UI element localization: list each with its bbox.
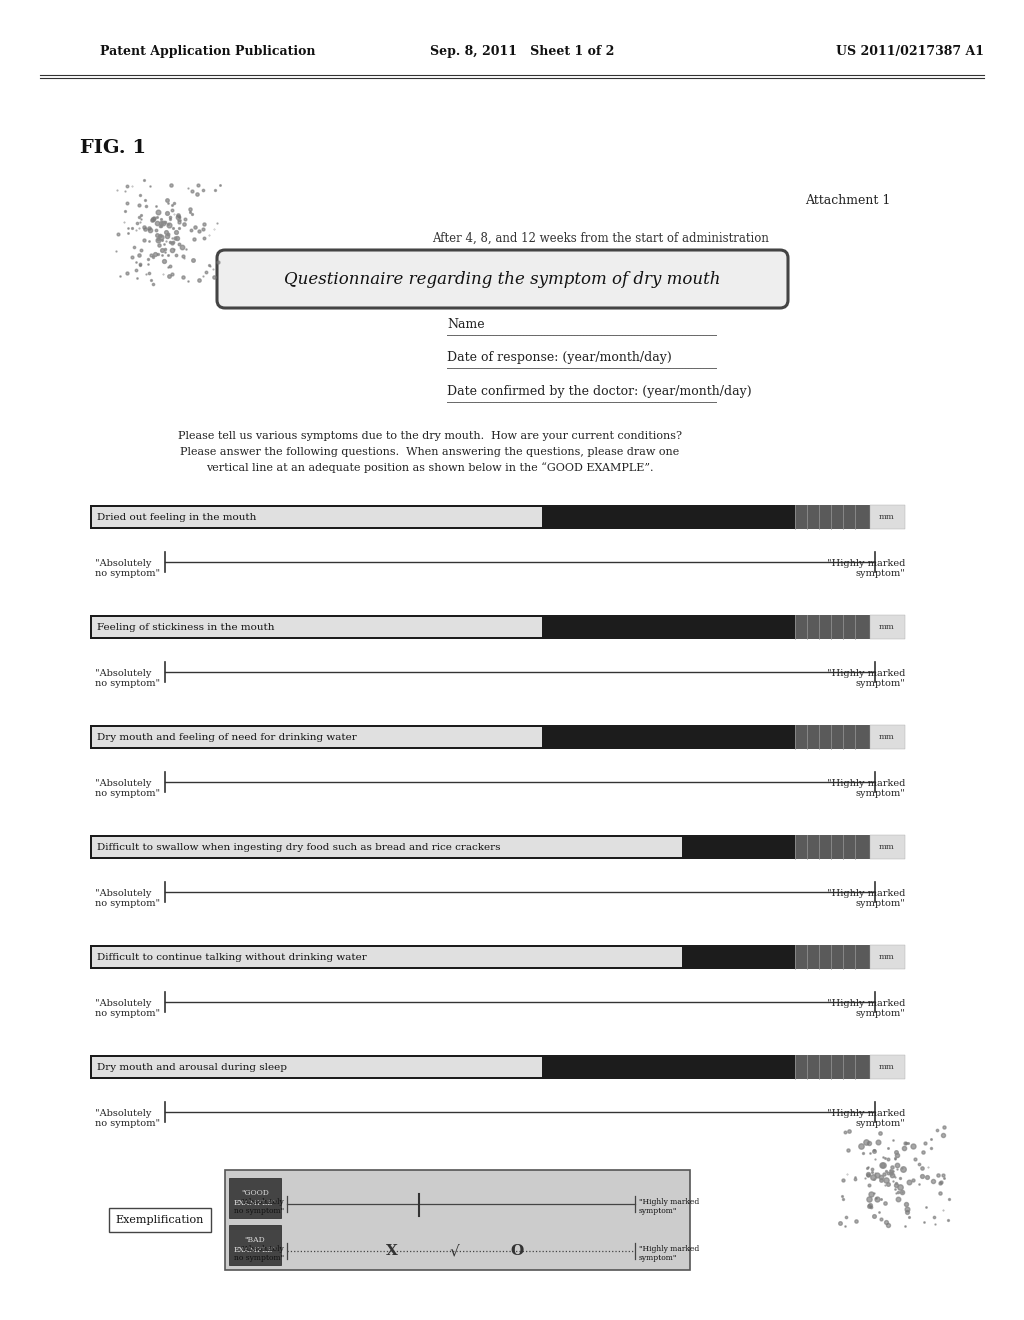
Text: "Absolutely
no symptom": "Absolutely no symptom" [95,1109,160,1129]
Text: Date of response: (year/month/day): Date of response: (year/month/day) [447,351,672,364]
Text: "Highly marked
symptom": "Highly marked symptom" [826,558,905,578]
Text: Date confirmed by the doctor: (year/month/day): Date confirmed by the doctor: (year/mont… [447,385,752,399]
Bar [870,615,905,639]
Text: Please answer the following questions.  When answering the questions, please dra: Please answer the following questions. W… [180,447,680,457]
Text: mm: mm [880,623,895,631]
Bar [870,725,905,748]
Text: √: √ [450,1243,459,1258]
Text: "Highly marked
symptom": "Highly marked symptom" [639,1199,699,1216]
Text: mm: mm [880,953,895,961]
Text: Exemplification: Exemplification [116,1214,204,1225]
Text: Patent Application Publication: Patent Application Publication [100,45,315,58]
Bar [90,836,905,859]
Text: mm: mm [880,733,895,741]
Text: X: X [385,1243,397,1258]
Text: Dry mouth and feeling of need for drinking water: Dry mouth and feeling of need for drinki… [97,734,356,742]
Text: Difficult to continue talking without drinking water: Difficult to continue talking without dr… [97,953,367,962]
Text: Dry mouth and arousal during sleep: Dry mouth and arousal during sleep [97,1064,287,1072]
Text: US 2011/0217387 A1: US 2011/0217387 A1 [836,45,984,58]
Text: "GOOD
EXAMPLE": "GOOD EXAMPLE" [233,1189,276,1206]
Bar [795,725,870,748]
Text: mm: mm [880,843,895,851]
Bar [90,506,905,529]
Text: "Highly marked
symptom": "Highly marked symptom" [826,1109,905,1129]
Text: vertical line at an adequate position as shown below in the “GOOD EXAMPLE”.: vertical line at an adequate position as… [206,462,653,474]
Text: "Absolutely
no symptom": "Absolutely no symptom" [95,888,160,908]
FancyBboxPatch shape [92,616,542,638]
Bar [795,836,870,859]
Text: "Highly marked
symptom": "Highly marked symptom" [639,1245,699,1262]
Bar [870,506,905,529]
Text: "Highly marked
symptom": "Highly marked symptom" [826,779,905,799]
Bar [90,945,905,969]
Text: Dried out feeling in the mouth: Dried out feeling in the mouth [97,513,256,523]
Text: mm: mm [880,1063,895,1071]
Text: Sep. 8, 2011   Sheet 1 of 2: Sep. 8, 2011 Sheet 1 of 2 [430,45,614,58]
Text: Questionnaire regarding the symptom of dry mouth: Questionnaire regarding the symptom of d… [285,271,721,288]
Text: "Absolutely
no symptom": "Absolutely no symptom" [95,558,160,578]
FancyBboxPatch shape [109,1208,211,1232]
Text: "Highly marked
symptom": "Highly marked symptom" [826,669,905,689]
FancyBboxPatch shape [92,946,682,968]
Text: Feeling of stickiness in the mouth: Feeling of stickiness in the mouth [97,623,274,632]
Bar [225,1170,690,1270]
Bar [795,506,870,529]
Text: "Absolutely
no symptom": "Absolutely no symptom" [95,999,160,1019]
Text: "Absolutely
no symptom": "Absolutely no symptom" [95,779,160,799]
Bar [870,945,905,969]
Bar [795,1055,870,1078]
Text: "Absolutely
no symptom": "Absolutely no symptom" [233,1245,284,1262]
Text: "BAD
EXAMPLE": "BAD EXAMPLE" [233,1237,276,1254]
FancyBboxPatch shape [92,837,682,857]
Bar [229,1177,281,1218]
Text: O: O [510,1243,523,1258]
Bar [795,945,870,969]
FancyBboxPatch shape [217,249,788,308]
Text: "Highly marked
symptom": "Highly marked symptom" [826,999,905,1019]
Text: FIG. 1: FIG. 1 [80,139,146,157]
Bar [795,615,870,639]
Text: mm: mm [880,513,895,521]
FancyBboxPatch shape [92,507,542,527]
Bar [90,725,905,748]
Text: Please tell us various symptoms due to the dry mouth.  How are your current cond: Please tell us various symptoms due to t… [178,432,682,441]
Text: After 4, 8, and 12 weeks from the start of administration: After 4, 8, and 12 weeks from the start … [431,231,768,244]
FancyBboxPatch shape [92,727,542,747]
Text: "Absolutely
no symptom": "Absolutely no symptom" [95,669,160,689]
Text: Attachment 1: Attachment 1 [805,194,890,206]
Text: "Highly marked
symptom": "Highly marked symptom" [826,888,905,908]
Text: Difficult to swallow when ingesting dry food such as bread and rice crackers: Difficult to swallow when ingesting dry … [97,843,501,853]
Bar [229,1225,281,1265]
Bar [90,615,905,639]
Text: "Absolutely
no symptom": "Absolutely no symptom" [233,1199,284,1216]
Bar [90,1055,905,1078]
FancyBboxPatch shape [92,1057,542,1077]
Text: Name: Name [447,318,484,331]
Bar [870,1055,905,1078]
Bar [870,836,905,859]
